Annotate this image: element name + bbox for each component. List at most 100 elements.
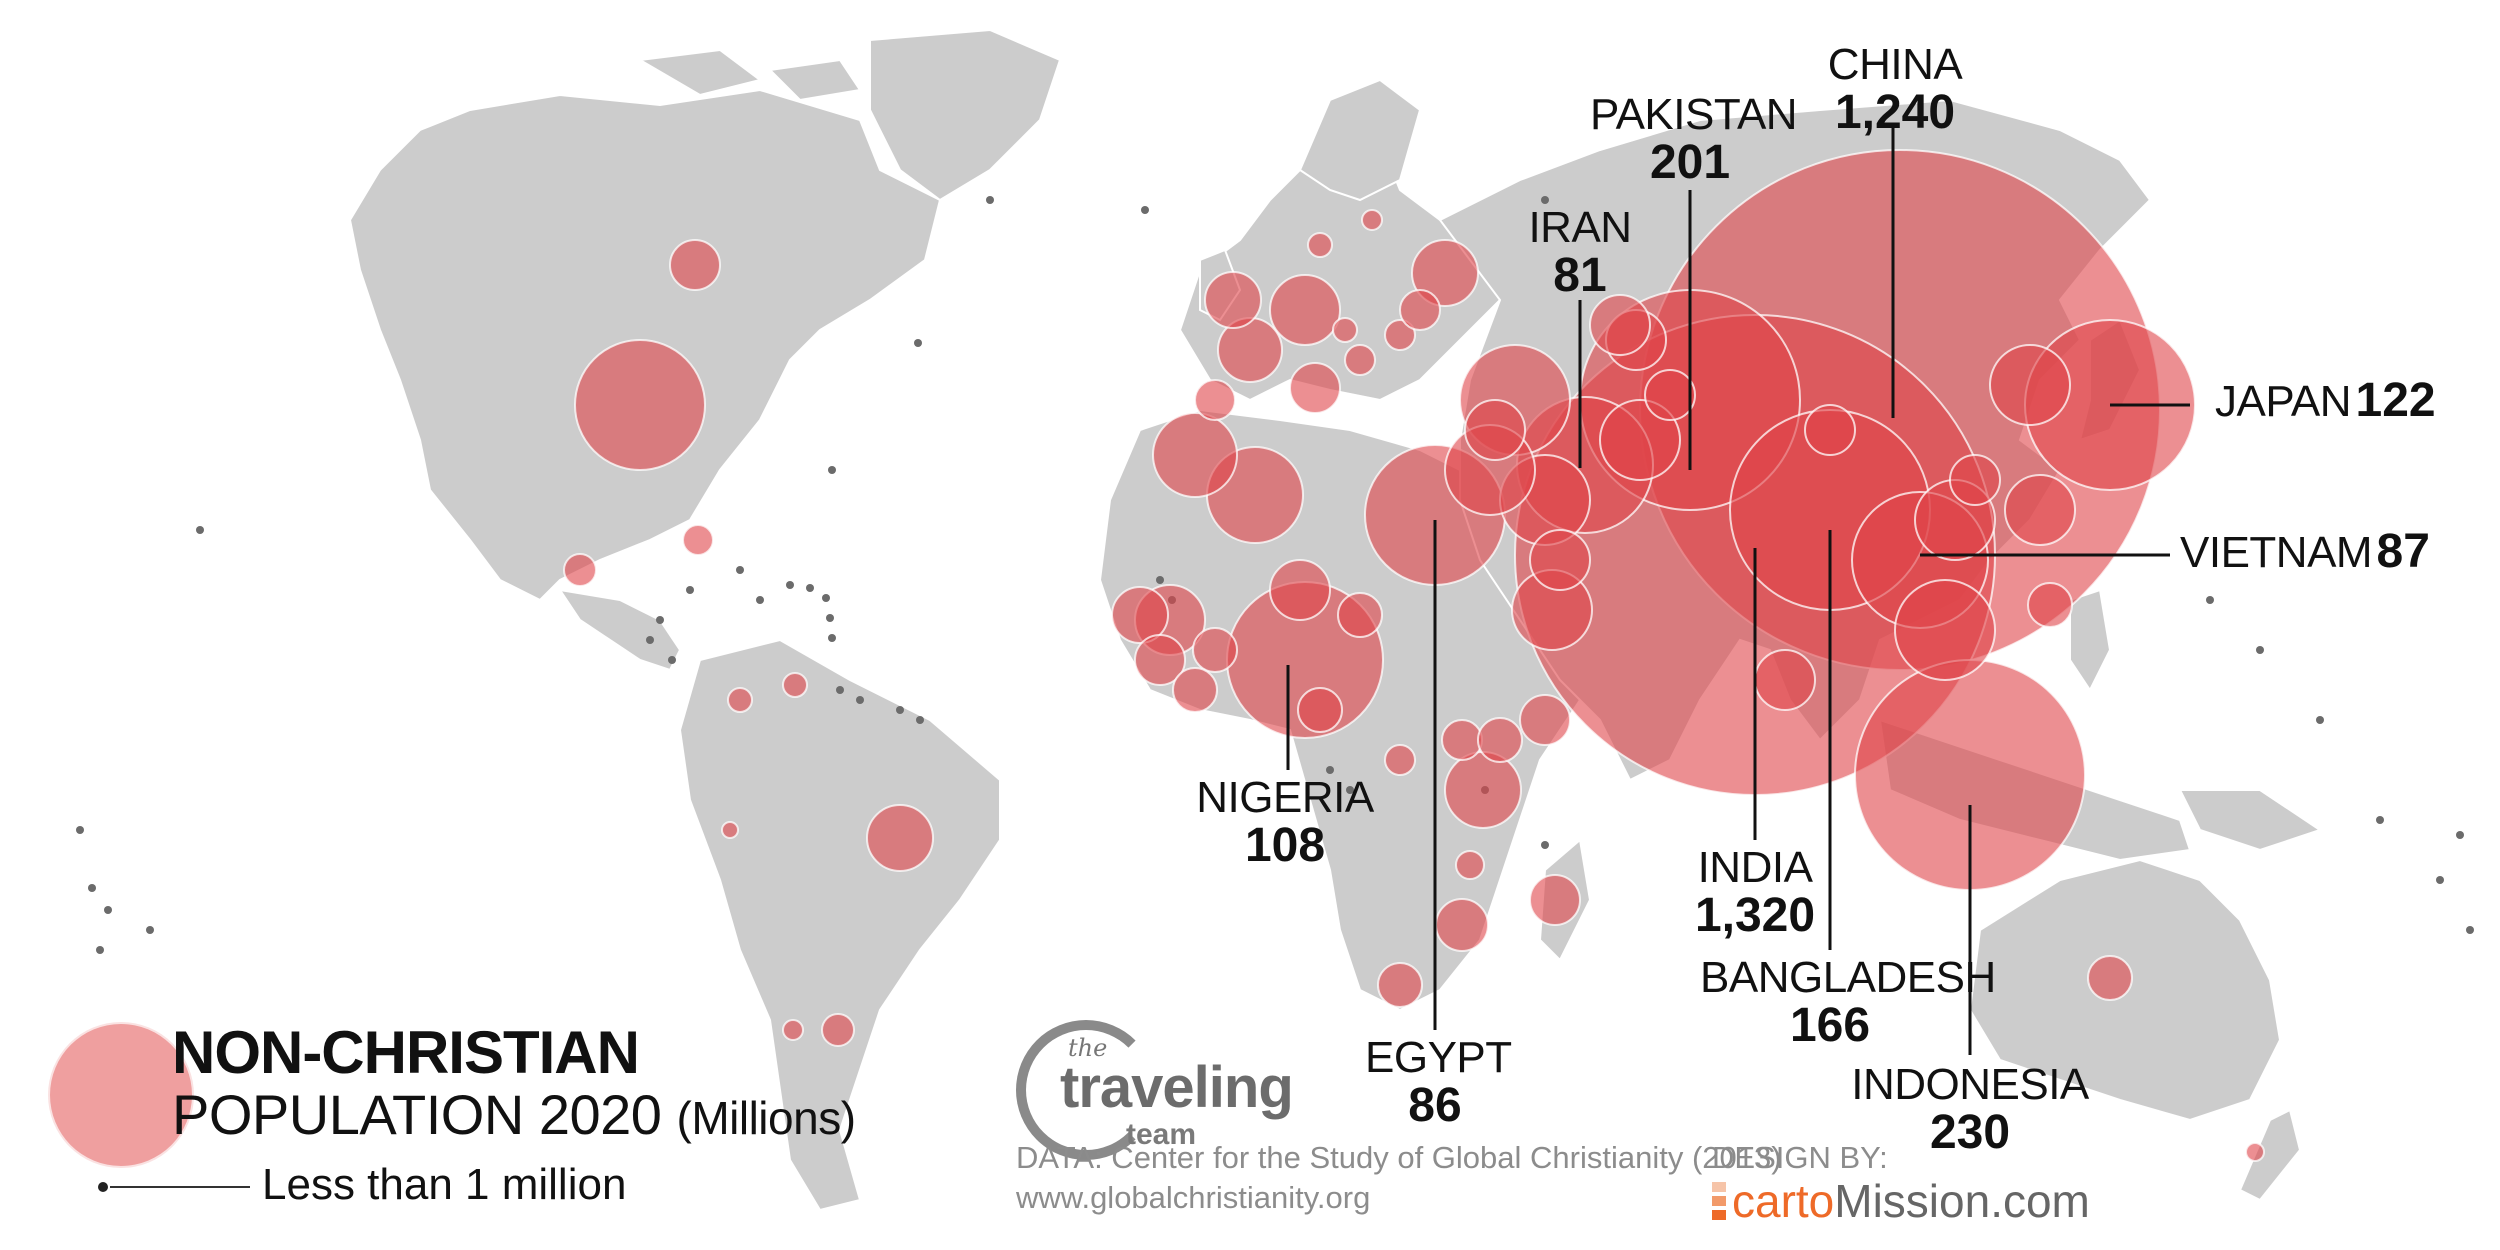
bubble-eu-small-1 (1332, 317, 1358, 343)
bubble-guinea (1134, 634, 1186, 686)
legend-subtitle-text: POPULATION 2020 (172, 1083, 662, 1146)
label-indonesia-value: 230 (1929, 1106, 2011, 1160)
label-china: CHINA 1,240 (1810, 40, 1980, 140)
bubble-venezuela (727, 687, 753, 713)
dot (1541, 196, 1549, 204)
dot (914, 339, 922, 347)
design-brand-a: carto (1732, 1175, 1835, 1227)
bubble-south-africa (1377, 962, 1423, 1008)
dot (1346, 786, 1354, 794)
label-egypt-value: 86 (1408, 1079, 1462, 1133)
logo-arc-icon (1016, 1020, 1156, 1160)
dot (2376, 816, 2384, 824)
bubble-brazil (866, 804, 934, 872)
legend-unit: (Millions) (676, 1092, 857, 1144)
dot (1541, 841, 1549, 849)
bubble-sri-lanka (1754, 649, 1816, 711)
bubble-russia (1411, 239, 1479, 307)
label-japan-value: 122 (2355, 374, 2436, 427)
bubble-eu-small-2 (1344, 344, 1376, 376)
label-indonesia: INDONESIA 230 (1850, 1060, 2090, 1160)
dot (76, 826, 84, 834)
bubble-canada (669, 239, 721, 291)
bubble-argentina (821, 1013, 855, 1047)
label-pakistan-value: 201 (1649, 136, 1731, 190)
dot (856, 696, 864, 704)
dot (756, 596, 764, 604)
bubble-nz (2245, 1142, 2265, 1162)
bubble-congo (1384, 744, 1416, 776)
bubble-spain (1194, 379, 1236, 421)
dot (96, 946, 104, 954)
dot (1141, 206, 1149, 214)
dot (2466, 926, 2474, 934)
label-egypt: EGYPT 86 (1365, 1033, 1512, 1133)
dot (2206, 596, 2214, 604)
dot (826, 614, 834, 622)
bubble-chile (782, 1019, 804, 1041)
label-japan-name: JAPAN (2215, 377, 2352, 426)
label-egypt-name: EGYPT (1365, 1033, 1512, 1082)
label-china-value: 1,240 (1834, 86, 1956, 140)
bubble-yemen (1529, 529, 1591, 591)
bubble-somalia (1519, 694, 1571, 746)
bubble-niger (1269, 559, 1331, 621)
dot (88, 884, 96, 892)
bubble-eu-small-3 (1384, 319, 1416, 351)
dot (806, 584, 814, 592)
label-vietnam-name: VIETNAM (2180, 528, 2373, 577)
dot (986, 196, 994, 204)
legend-subtitle: POPULATION 2020 (Millions) (172, 1082, 856, 1147)
legend-small-dot (98, 1182, 108, 1192)
cartomission-logo-icon (1712, 1182, 1726, 1226)
bubble-tanzania (1441, 719, 1483, 761)
label-nigeria-name: NIGERIA (1196, 773, 1374, 822)
design-by-label: DESIGN BY: (1712, 1140, 1888, 1175)
bubble-cuba (682, 524, 714, 556)
label-bangladesh: BANGLADESH 166 (1700, 953, 1996, 1052)
new-zealand (2238, 1108, 2302, 1202)
dot (916, 716, 924, 724)
bubble-italy (1289, 362, 1341, 414)
label-iran: IRAN 81 (1520, 203, 1640, 303)
traveling-team-logo: the traveling team (1016, 1020, 1296, 1160)
bubble-laos (1949, 454, 2001, 506)
bubble-syria (1464, 399, 1526, 461)
central-america (557, 588, 682, 672)
bubble-nepal (1804, 404, 1856, 456)
bubble-baltics (1361, 209, 1383, 231)
dot (1326, 766, 1334, 774)
dot (822, 594, 830, 602)
dot (1156, 576, 1164, 584)
leader-lines (1286, 125, 2190, 1055)
dot (828, 466, 836, 474)
dot (736, 566, 744, 574)
dot (146, 926, 154, 934)
label-pakistan-name: PAKISTAN (1590, 90, 1798, 139)
bubble-australia (2087, 955, 2133, 1001)
dot (2256, 646, 2264, 654)
label-iran-name: IRAN (1528, 203, 1632, 252)
design-brand-b: Mission.com (1834, 1175, 2090, 1227)
label-nigeria-value: 108 (1244, 819, 1326, 873)
bubble-ivory (1172, 667, 1218, 713)
dot (2316, 716, 2324, 724)
dot (196, 526, 204, 534)
label-iran-value: 81 (1553, 249, 1607, 303)
dot (896, 706, 904, 714)
dot (104, 906, 112, 914)
logo-main: traveling (1060, 1055, 1294, 1120)
label-china-name: CHINA (1827, 40, 1963, 89)
bubble-cameroon (1297, 687, 1343, 733)
legend-small-text: Less than 1 million (262, 1160, 627, 1209)
label-indonesia-name: INDONESIA (1851, 1060, 2089, 1109)
bubble-ethiopia (1444, 751, 1522, 829)
design-brand: cartoMission.com (1732, 1174, 2090, 1228)
bubble-peru (721, 821, 739, 839)
bubble-morocco (1152, 412, 1238, 498)
label-india: INDIA 1,320 (1665, 844, 1845, 942)
south-america (678, 638, 1001, 1212)
label-bangladesh-name: BANGLADESH (1700, 953, 1996, 1002)
label-vietnam-value: 87 (2376, 525, 2430, 578)
small-country-dots (76, 196, 2474, 954)
